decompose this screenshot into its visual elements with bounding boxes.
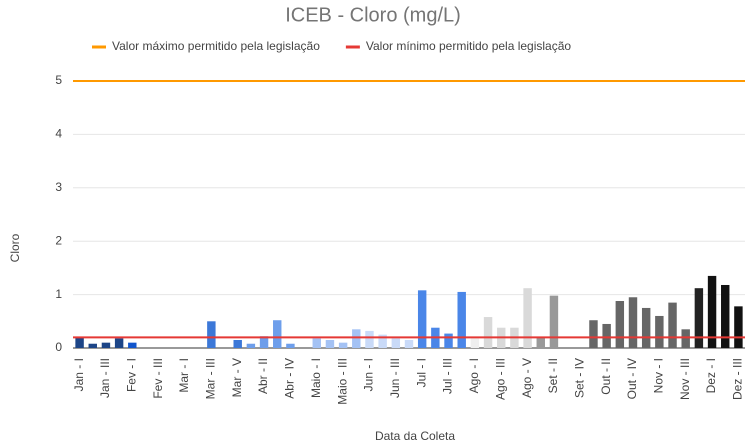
x-tick-label: Mar - I bbox=[177, 358, 191, 393]
y-tick-label: 4 bbox=[55, 127, 62, 141]
x-tick-label: Nov - III bbox=[678, 358, 692, 400]
bar bbox=[88, 343, 97, 348]
x-tick-label: Fev - I bbox=[124, 358, 138, 392]
x-axis-label: Data da Coleta bbox=[375, 429, 455, 443]
bar bbox=[655, 315, 664, 348]
x-tick-label: Fev - III bbox=[151, 358, 165, 399]
bar bbox=[391, 338, 401, 348]
bar bbox=[365, 330, 374, 348]
x-tick-label: Dez - I bbox=[704, 358, 718, 393]
bar bbox=[101, 342, 111, 348]
bar bbox=[338, 342, 348, 348]
bar bbox=[325, 339, 335, 348]
x-tick-label: Ago - III bbox=[493, 358, 507, 400]
x-tick-label: Jan - III bbox=[98, 358, 112, 398]
bar bbox=[615, 301, 625, 348]
y-tick-label: 2 bbox=[55, 233, 62, 247]
bar bbox=[404, 339, 414, 348]
y-tick-label: 5 bbox=[55, 73, 62, 87]
bar bbox=[352, 329, 361, 348]
bar bbox=[707, 275, 717, 348]
x-tick-label: Ago - I bbox=[467, 358, 481, 393]
bar bbox=[259, 336, 269, 348]
legend-label: Valor mínimo permitido pela legislação bbox=[366, 39, 572, 53]
x-tick-label: Mar - V bbox=[230, 358, 244, 397]
x-tick-label: Jun - III bbox=[388, 358, 402, 398]
bar bbox=[312, 338, 321, 348]
x-tick-label: Set - II bbox=[546, 358, 560, 393]
bar bbox=[457, 291, 466, 348]
x-tick-label: Out - IV bbox=[625, 358, 639, 399]
x-tick-label: Ago - V bbox=[520, 358, 534, 398]
x-tick-label: Abr - IV bbox=[283, 358, 297, 399]
bar bbox=[233, 339, 242, 348]
bar bbox=[668, 302, 677, 348]
bar bbox=[681, 329, 690, 348]
bar bbox=[128, 342, 137, 348]
bar bbox=[536, 337, 545, 348]
legend-label: Valor máximo permitido pela legislação bbox=[112, 39, 320, 53]
bar bbox=[417, 290, 427, 348]
bar bbox=[628, 297, 638, 348]
bar bbox=[286, 343, 295, 348]
x-tick-label: Jan - I bbox=[72, 358, 86, 391]
bar bbox=[114, 338, 124, 348]
bar bbox=[273, 320, 282, 348]
bar bbox=[641, 307, 651, 348]
bar bbox=[523, 288, 532, 348]
x-tick-label: Dez - III bbox=[731, 358, 745, 400]
y-tick-label: 3 bbox=[55, 180, 62, 194]
bar bbox=[734, 306, 743, 348]
x-tick-label: Mar - III bbox=[204, 358, 218, 399]
bar bbox=[378, 334, 387, 348]
bar bbox=[589, 320, 598, 348]
x-tick-label: Set - IV bbox=[572, 358, 586, 398]
y-axis-label: Cloro bbox=[8, 233, 22, 262]
bar bbox=[246, 343, 256, 348]
x-tick-label: Out - II bbox=[599, 358, 613, 395]
x-tick-label: Maio - III bbox=[335, 358, 349, 405]
bar bbox=[444, 333, 453, 348]
x-tick-label: Jul - I bbox=[414, 358, 428, 387]
bar bbox=[207, 321, 216, 348]
bar bbox=[549, 295, 559, 348]
x-tick-label: Nov - I bbox=[652, 358, 666, 393]
bar bbox=[483, 317, 493, 348]
x-tick-label: Maio - I bbox=[309, 358, 323, 398]
bar bbox=[470, 338, 480, 348]
bar bbox=[75, 337, 84, 348]
chart-title: ICEB - Cloro (mg/L) bbox=[285, 4, 461, 26]
y-tick-label: 1 bbox=[55, 287, 62, 301]
x-tick-label: Jul - III bbox=[441, 358, 455, 394]
bar bbox=[602, 323, 611, 348]
x-tick-label: Jun - I bbox=[362, 358, 376, 391]
bar bbox=[721, 284, 730, 348]
bar bbox=[694, 288, 704, 348]
x-tick-label: Abr - II bbox=[256, 358, 270, 394]
y-tick-label: 0 bbox=[55, 340, 62, 354]
